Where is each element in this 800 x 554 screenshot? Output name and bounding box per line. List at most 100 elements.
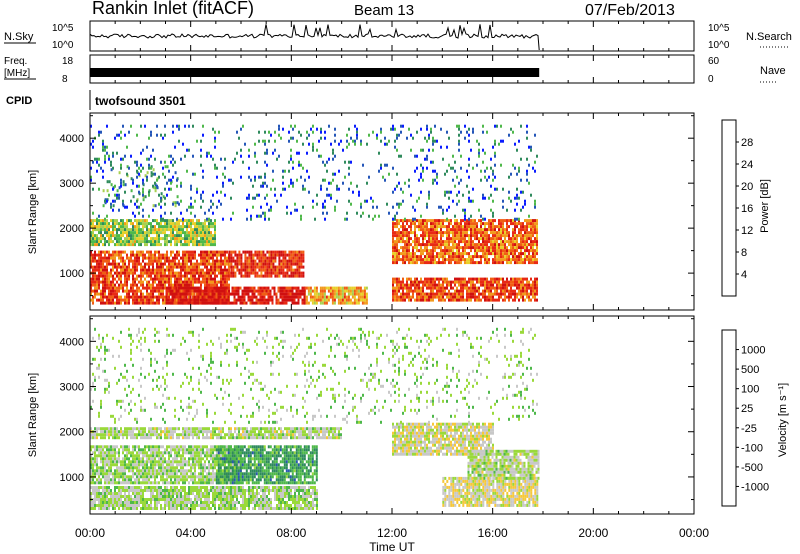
heatmap-cell (458, 249, 460, 253)
heatmap-cell (280, 250, 283, 254)
heatmap-cell (110, 234, 112, 238)
heatmap-cell (213, 289, 216, 293)
heatmap-cell (110, 268, 112, 272)
heatmap-cell (104, 454, 106, 458)
heatmap-cell (192, 283, 194, 287)
heatmap-cell (257, 298, 260, 302)
heatmap-cell (243, 301, 246, 305)
heatmap-cell (347, 295, 350, 299)
heatmap-cell (496, 240, 498, 244)
heatmap-cell (92, 145, 94, 149)
heatmap-cell (90, 457, 92, 461)
heatmap-cell (177, 292, 180, 296)
heatmap-cell (220, 268, 222, 272)
heatmap-cell (398, 222, 400, 226)
heatmap-cell (124, 231, 126, 235)
heatmap-cell (520, 190, 522, 194)
heatmap-cell (498, 295, 500, 299)
heatmap-cell (208, 228, 210, 232)
heatmap-cell (222, 253, 224, 257)
heatmap-cell (171, 292, 174, 296)
heatmap-cell (134, 237, 136, 241)
heatmap-cell (96, 262, 98, 266)
heatmap-cell (343, 292, 346, 296)
heatmap-cell (476, 286, 478, 290)
heatmap-cell (236, 256, 239, 260)
heatmap-cell (158, 222, 160, 226)
heatmap-cell (512, 228, 514, 232)
heatmap-cell (508, 255, 510, 259)
heatmap-cell (272, 268, 275, 272)
heatmap-cell (288, 169, 290, 173)
heatmap-cell (156, 298, 158, 302)
heatmap-cell (418, 286, 420, 290)
heatmap-cell (181, 292, 184, 296)
heatmap-cell (262, 139, 264, 143)
heatmap-cell (357, 289, 360, 293)
heatmap-cell (190, 256, 192, 260)
heatmap-cell (428, 228, 430, 232)
heatmap-cell (112, 151, 114, 155)
heatmap-cell (400, 225, 402, 229)
heatmap-cell (252, 262, 255, 266)
heatmap-cell (206, 277, 208, 281)
heatmap-cell (207, 295, 210, 299)
heatmap-cell (416, 246, 418, 250)
heatmap-cell (116, 274, 118, 278)
heatmap-cell (524, 261, 526, 265)
heatmap-cell (224, 250, 226, 254)
heatmap-cell (196, 265, 198, 269)
heatmap-cell (200, 231, 202, 235)
heatmap-cell (202, 271, 204, 275)
heatmap-cell (112, 204, 115, 208)
heatmap-cell (486, 228, 488, 232)
heatmap-cell (124, 205, 126, 209)
heatmap-cell (116, 271, 118, 275)
heatmap-cell (432, 222, 434, 226)
heatmap-cell (102, 256, 104, 260)
heatmap-cell (398, 234, 400, 238)
heatmap-cell (480, 261, 482, 265)
heatmap-cell (282, 259, 285, 263)
heatmap-cell (264, 217, 266, 221)
heatmap-cell (292, 184, 294, 188)
heatmap-cell (132, 234, 134, 238)
heatmap-cell (290, 271, 293, 275)
heatmap-cell (492, 240, 494, 244)
heatmap-cell (190, 274, 192, 278)
heatmap-cell (96, 460, 98, 464)
heatmap-cell (194, 234, 196, 238)
heatmap-cell (462, 280, 464, 284)
heatmap-cell (418, 237, 420, 241)
heatmap-cell (238, 253, 241, 257)
heatmap-cell (248, 253, 251, 257)
heatmap-cell (150, 154, 152, 158)
heatmap-cell (230, 271, 233, 275)
heatmap-cell (424, 292, 426, 296)
heatmap-cell (506, 289, 508, 293)
heatmap-cell (270, 274, 273, 278)
heatmap-cell (148, 163, 150, 167)
heatmap-cell (294, 253, 297, 257)
heatmap-cell (458, 181, 460, 185)
heatmap-cell (154, 295, 156, 299)
heatmap-cell (112, 234, 114, 238)
heatmap-cell (240, 127, 242, 131)
heatmap-cell (333, 286, 336, 290)
heatmap-cell (264, 268, 267, 272)
heatmap-cell (94, 243, 96, 247)
heatmap-cell (298, 271, 301, 275)
heatmap-cell (430, 280, 432, 284)
heatmap-cell (456, 243, 458, 247)
heatmap-cell (464, 258, 466, 262)
heatmap-cell (372, 217, 374, 221)
heatmap-cell (98, 163, 100, 167)
heatmap-cell (102, 262, 104, 266)
heatmap-cell (428, 277, 430, 281)
heatmap-cell (536, 252, 538, 256)
heatmap-cell (224, 268, 226, 272)
heatmap-cell (156, 124, 158, 128)
heatmap-cell (257, 301, 260, 305)
heatmap-cell (108, 481, 110, 485)
heatmap-cell (154, 259, 156, 263)
